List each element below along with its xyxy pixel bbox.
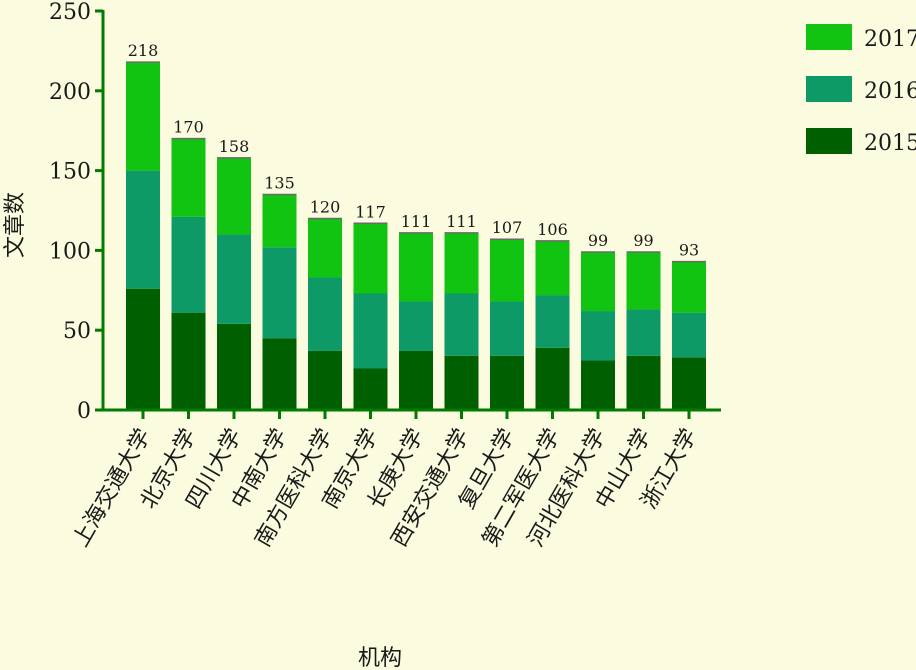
bar-total-label: 107	[492, 218, 523, 237]
bar-segment-2016	[535, 295, 570, 348]
bar-total-label: 111	[446, 212, 477, 231]
bar-total-label: 120	[310, 197, 341, 216]
bar-segment-2017	[672, 261, 706, 313]
legend-label-2016: 2016	[864, 79, 916, 104]
y-tick-label: 150	[49, 160, 91, 185]
bar-segment-2016	[672, 312, 706, 358]
bar-segment-2016	[626, 309, 661, 356]
bar-segment-2016	[126, 170, 160, 289]
bar-segment-2015	[581, 360, 615, 410]
bar-total-label: 135	[264, 174, 295, 193]
bar-segment-2015	[626, 355, 661, 410]
bar-segment-2015	[308, 350, 342, 410]
legend-label-2017: 2017	[864, 27, 916, 52]
y-tick-label: 200	[49, 80, 91, 105]
bar-total-label: 170	[173, 118, 204, 137]
bar-total-label: 93	[679, 241, 699, 260]
x-labels-group: 上海交通大学北京大学四川大学中南大学南方医科大学南京大学长庚大学西安交通大学复旦…	[69, 410, 702, 551]
y-tick-label: 250	[49, 0, 91, 25]
legend: 2017 2016 2015	[806, 24, 916, 156]
bar-segment-2017	[353, 223, 388, 294]
bar-segment-2016	[308, 277, 342, 351]
bar-segment-2017	[535, 240, 570, 296]
bar-segment-2015	[444, 355, 479, 410]
legend-label-2015: 2015	[864, 131, 916, 156]
bar-segment-2015	[490, 355, 524, 410]
bar-segment-2017	[581, 251, 615, 312]
bar-total-label: 99	[633, 231, 653, 250]
y-tick-label: 100	[49, 239, 91, 264]
bar-segment-2017	[490, 239, 524, 302]
legend-swatch-2016	[806, 76, 852, 102]
bar-segment-2015	[217, 323, 251, 410]
bar-segment-2015	[262, 338, 297, 410]
bar-total-label: 106	[537, 220, 568, 239]
bar-segment-2015	[171, 312, 206, 410]
bar-segment-2017	[626, 251, 661, 310]
y-tick-label: 0	[77, 399, 91, 424]
bar-segment-2015	[353, 368, 388, 410]
bar-total-label: 111	[401, 212, 432, 231]
bar-segment-2016	[444, 293, 479, 356]
y-ticks-group: 0 50 100 150 200 250	[49, 0, 103, 424]
axes-group	[101, 10, 721, 412]
bar-total-label: 158	[219, 137, 250, 156]
bar-segment-2017	[308, 218, 342, 278]
y-axis-title: 文章数	[3, 192, 28, 258]
bar-segment-2017	[171, 138, 206, 217]
y-tick-label: 50	[63, 319, 91, 344]
bar-segment-2015	[126, 288, 160, 410]
bar-segment-2016	[399, 301, 433, 351]
bar-segment-2017	[217, 157, 251, 235]
bar-segment-2017	[126, 62, 160, 171]
x-axis-title: 机构	[358, 646, 402, 670]
bars-group	[126, 61, 706, 410]
bar-segment-2016	[217, 234, 251, 324]
bar-segment-2015	[399, 350, 433, 410]
bar-total-label: 99	[588, 231, 608, 250]
bar-segment-2015	[535, 347, 570, 410]
bar-segment-2015	[672, 357, 706, 410]
total-labels-group: 218 170 158 135 120 117 111 111 107 106 99 99 93	[128, 41, 699, 260]
bar-segment-2016	[490, 301, 524, 356]
bar-segment-2016	[171, 216, 206, 313]
legend-swatch-2017	[806, 24, 852, 50]
bar-segment-2016	[353, 293, 388, 369]
bar-segment-2016	[262, 247, 297, 339]
bar-segment-2017	[444, 232, 479, 294]
legend-swatch-2015	[806, 128, 852, 154]
bar-segment-2017	[262, 194, 297, 248]
bar-total-label: 117	[355, 202, 386, 221]
bar-segment-2017	[399, 232, 433, 302]
bar-total-label: 218	[128, 41, 159, 60]
bar-segment-2016	[581, 311, 615, 361]
